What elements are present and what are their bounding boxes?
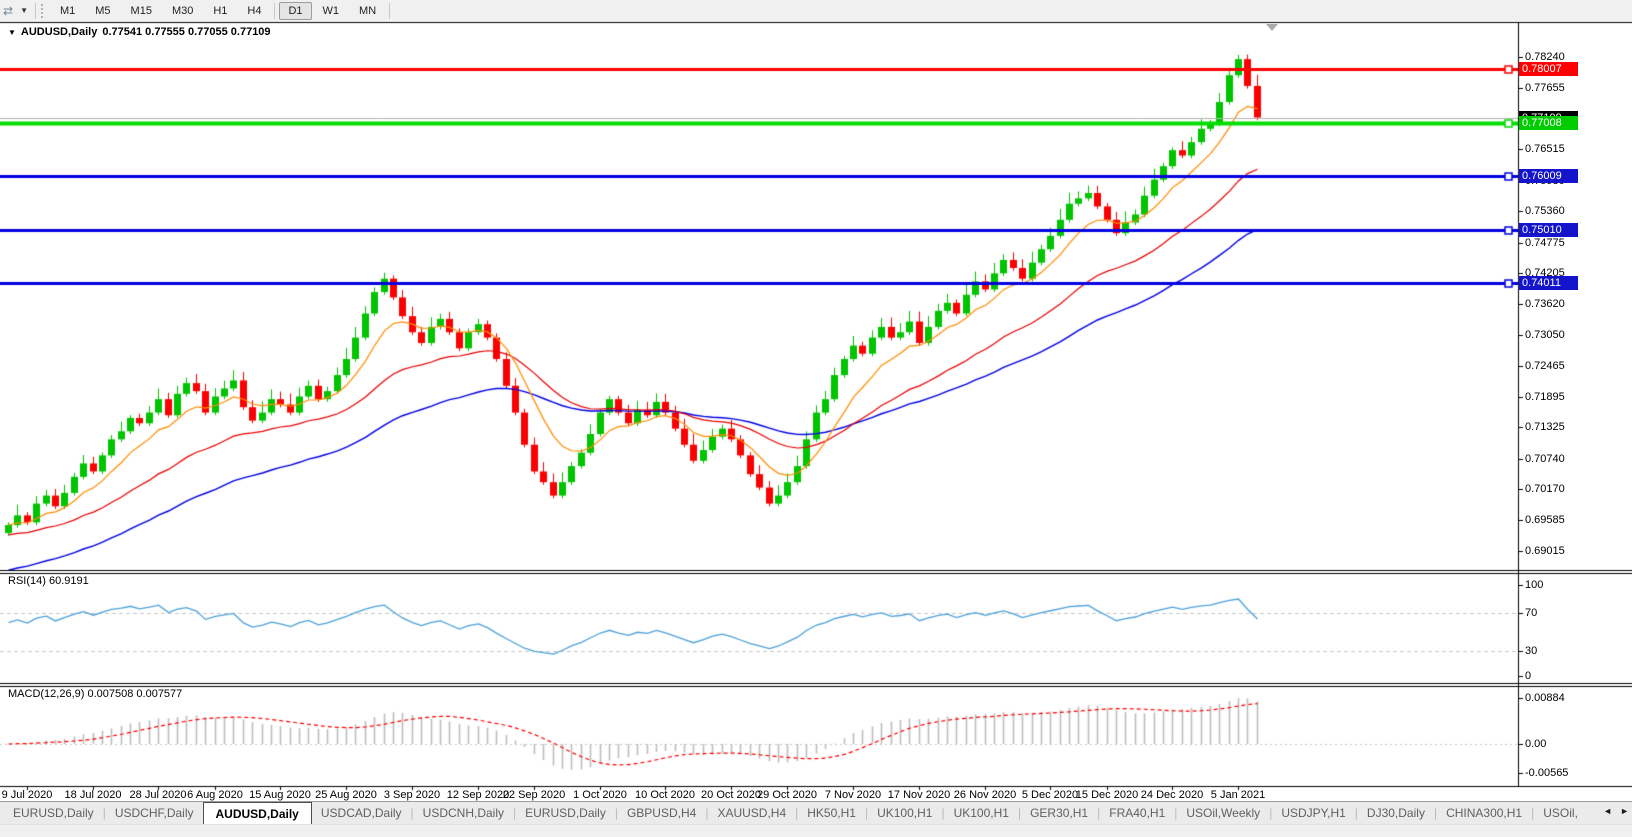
price-tag: 0.77008 <box>1519 115 1578 130</box>
date-label: 20 Oct 2020 <box>701 789 761 801</box>
date-label: 7 Nov 2020 <box>824 789 882 801</box>
macd-axis-label: 0.00 <box>1525 738 1547 750</box>
tab-separator: | <box>513 806 517 820</box>
date-label: 25 Aug 2020 <box>315 789 377 801</box>
caret-down-icon[interactable]: ▼ <box>8 27 16 37</box>
price-axis-label: 0.74775 <box>1525 236 1565 249</box>
date-label: 29 Oct 2020 <box>757 789 817 801</box>
tab-separator: | <box>1433 806 1438 820</box>
symbol-tab-fra40-h1[interactable]: FRA40,H1 <box>1109 806 1166 820</box>
price-axis-label: 0.74205 <box>1525 267 1565 280</box>
symbol-tab-eurusd-daily[interactable]: EURUSD,Daily <box>13 806 94 820</box>
date-label: 28 Jul 2020 <box>129 789 187 801</box>
symbol-tab-xauusd-h4[interactable]: XAUUSD,H4 <box>717 806 787 820</box>
price-axis-label: 0.77655 <box>1525 82 1565 95</box>
date-label: 26 Nov 2020 <box>953 789 1017 801</box>
date-label: 15 Dec 2020 <box>1075 789 1139 801</box>
price-axis-label: 0.75360 <box>1525 205 1565 218</box>
tab-scroll-left-icon[interactable]: ◄ <box>1603 806 1613 816</box>
tab-separator: | <box>864 806 869 820</box>
macd-indicator-label: MACD(12,26,9) 0.007508 0.007577 <box>8 688 183 700</box>
price-axis-label: 0.73050 <box>1525 328 1565 341</box>
symbol-tab-uk100-h1[interactable]: UK100,H1 <box>953 806 1009 820</box>
price-axis-label: 0.70740 <box>1525 452 1565 465</box>
rsi-indicator-label: RSI(14) 60.9191 <box>8 575 89 587</box>
tab-separator: | <box>410 806 414 820</box>
symbol-tab-china300-h1[interactable]: CHINA300,H1 <box>1446 806 1523 820</box>
rsi-axis-label: 100 <box>1525 579 1544 591</box>
price-tag: 0.78007 <box>1519 62 1578 77</box>
date-label: 5 Jan 2021 <box>1210 789 1266 801</box>
symbol-tab-bar: EURUSD,Daily | USDCHF,Daily AUDUSD,Daily USD… <box>0 801 1632 824</box>
date-label: 22 Sep 2020 <box>502 789 566 801</box>
rsi-axis-label: 0 <box>1525 670 1532 682</box>
date-label: 5 Dec 2020 <box>1021 789 1079 801</box>
chart-ohlc-values: 0.77541 0.77555 0.77055 0.77109 <box>102 26 271 38</box>
price-axis-label: 0.73620 <box>1525 298 1565 311</box>
rsi-axis-label: 30 <box>1525 644 1538 657</box>
macd-axis-label: -0.00565 <box>1525 767 1569 780</box>
symbol-tab-audusd-daily[interactable]: AUDUSD,Daily <box>202 802 312 824</box>
macd-axis-label: 0.00884 <box>1525 692 1565 705</box>
symbol-tab-usdcad-daily[interactable]: USDCAD,Daily <box>320 806 402 820</box>
price-axis-label: 0.78240 <box>1525 51 1565 63</box>
price-tag: 0.75010 <box>1519 222 1578 237</box>
date-label: 6 Aug 2020 <box>187 789 243 801</box>
price-axis-label: 0.76515 <box>1525 143 1565 156</box>
tab-scroll-buttons: ◄ ► <box>1597 806 1629 816</box>
tab-separator: | <box>1269 806 1273 820</box>
price-axis-label: 0.71325 <box>1525 421 1565 434</box>
tab-separator: | <box>941 806 945 820</box>
price-axis-label: 0.69585 <box>1525 514 1565 527</box>
symbol-tab-gbpusd-h4[interactable]: GBPUSD,H4 <box>626 806 697 820</box>
symbol-tab-dj30-daily[interactable]: DJ30,Daily <box>1366 806 1425 820</box>
price-axis-label: 0.70170 <box>1525 483 1565 496</box>
symbol-tab-eurusd-daily[interactable]: EURUSD,Daily <box>525 806 606 820</box>
symbol-tab-hk50-h1[interactable]: HK50,H1 <box>807 806 856 820</box>
tab-separator: | <box>1017 806 1022 820</box>
chart-symbol-label: AUDUSD,Daily <box>20 26 98 38</box>
tab-separator: | <box>795 806 799 820</box>
date-label: 10 Oct 2020 <box>635 789 695 801</box>
symbol-tab-usdjpy-h1[interactable]: USDJPY,H1 <box>1281 806 1346 820</box>
price-axis-label: 0.69015 <box>1525 544 1565 557</box>
date-label: 18 Jul 2020 <box>64 789 122 801</box>
date-label: 15 Aug 2020 <box>249 789 311 801</box>
price-tag: 0.76009 <box>1519 169 1578 184</box>
symbol-tab-uk100-h1[interactable]: UK100,H1 <box>877 806 933 820</box>
price-tag: 0.74011 <box>1519 276 1578 291</box>
tab-separator: | <box>1531 806 1535 820</box>
chart-title: ▼ AUDUSD,Daily 0.77541 0.77555 0.77055 0… <box>8 26 271 38</box>
tab-separator: | <box>614 806 618 820</box>
tab-scroll-right-icon[interactable]: ► <box>1620 806 1629 816</box>
date-label: 3 Sep 2020 <box>383 789 441 801</box>
date-label: 1 Oct 2020 <box>573 789 627 801</box>
date-label: 17 Nov 2020 <box>887 789 951 801</box>
symbol-tab-ger30-h1[interactable]: GER30,H1 <box>1030 806 1089 820</box>
tab-separator: | <box>1174 806 1178 820</box>
date-label: 9 Jul 2020 <box>1 789 53 801</box>
price-axis-label: 0.71895 <box>1525 390 1565 403</box>
tab-separator: | <box>102 806 106 820</box>
date-label: 24 Dec 2020 <box>1140 789 1204 801</box>
symbol-tab-usoil-weekly[interactable]: USOil,Weekly <box>1186 806 1261 820</box>
status-strip <box>0 824 1632 837</box>
tab-separator: | <box>1354 806 1358 820</box>
symbol-tab-usoil-[interactable]: USOil, <box>1543 806 1578 820</box>
symbol-tab-usdcnh-daily[interactable]: USDCNH,Daily <box>422 806 505 820</box>
chart-shift-marker[interactable] <box>1266 24 1278 31</box>
tab-separator: | <box>1097 806 1101 820</box>
date-label: 12 Sep 2020 <box>446 789 510 801</box>
rsi-axis-label: 70 <box>1525 607 1538 620</box>
price-axis-label: 0.72465 <box>1525 360 1565 373</box>
tab-separator: | <box>705 806 709 820</box>
symbol-tab-usdchf-daily[interactable]: USDCHF,Daily <box>114 806 194 820</box>
